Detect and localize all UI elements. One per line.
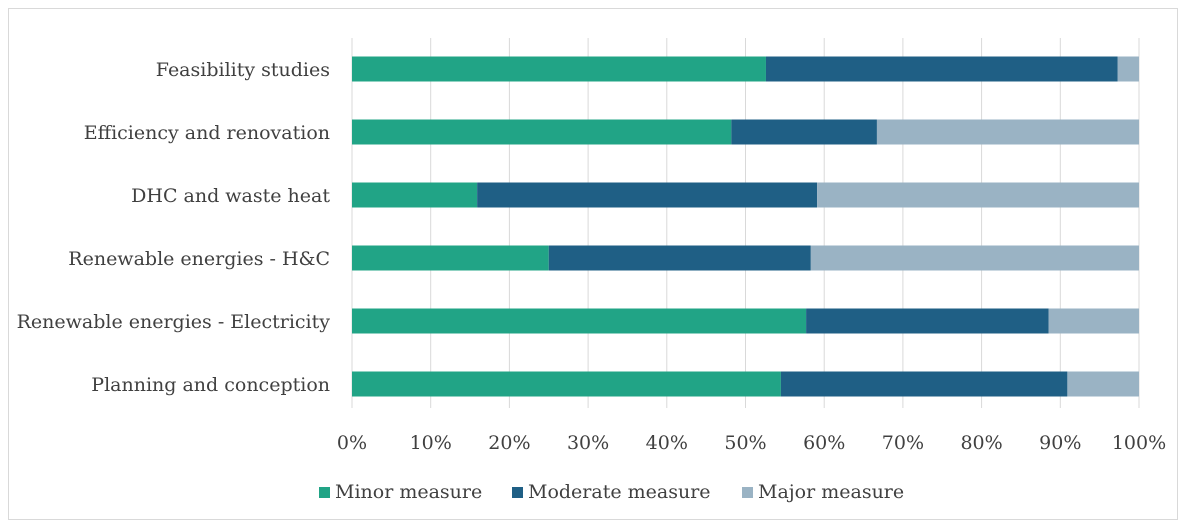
bar-segment-minor-measure [352, 245, 549, 271]
category-label: DHC and waste heat [131, 185, 330, 207]
bar-segment-minor-measure [352, 182, 478, 208]
bar-segment-moderate-measure [548, 245, 811, 271]
legend-swatch [742, 487, 753, 498]
x-tick-label: 20% [488, 432, 530, 454]
legend-swatch [512, 487, 523, 498]
x-tick-label: 30% [567, 432, 609, 454]
bar-segment-minor-measure [352, 56, 766, 82]
bar-segment-minor-measure [352, 308, 807, 334]
x-tick-label: 80% [960, 432, 1002, 454]
x-tick-label: 0% [337, 432, 367, 454]
x-tick-label: 60% [803, 432, 845, 454]
x-tick-label: 90% [1039, 432, 1081, 454]
bar-segment-major-measure [876, 119, 1139, 145]
legend: Minor measure Moderate measure Major measu… [319, 481, 904, 503]
bar-segment-moderate-measure [806, 308, 1049, 334]
x-tick-label: 100% [1112, 432, 1166, 454]
bar-segment-major-measure [1067, 371, 1139, 397]
bar-segment-moderate-measure [477, 182, 818, 208]
category-label: Planning and conception [91, 374, 330, 396]
x-tick-label: 40% [646, 432, 688, 454]
category-labels: Feasibility studies Efficiency and renova… [17, 59, 331, 396]
bar-segment-major-measure [1117, 56, 1139, 82]
category-label: Feasibility studies [156, 59, 330, 81]
bar-segment-minor-measure [352, 119, 732, 145]
legend-label: Moderate measure [528, 481, 711, 503]
x-tick-label: 50% [724, 432, 766, 454]
x-tick-labels: 0% 10% 20% 30% 40% 50% 60% 70% 80% 90% 100% [337, 432, 1166, 454]
bars [352, 56, 1139, 397]
category-label: Renewable energies - Electricity [17, 311, 331, 333]
x-tick-label: 70% [882, 432, 924, 454]
legend-swatch [319, 487, 330, 498]
legend-label: Major measure [758, 481, 904, 503]
bar-segment-minor-measure [352, 371, 781, 397]
bar-segment-moderate-measure [780, 371, 1068, 397]
category-label: Efficiency and renovation [84, 122, 330, 144]
bar-segment-major-measure [810, 245, 1139, 271]
category-label: Renewable energies - H&C [68, 248, 330, 270]
bar-segment-moderate-measure [731, 119, 877, 145]
gridlines [351, 38, 1140, 408]
bar-segment-major-measure [1048, 308, 1139, 334]
bar-segment-major-measure [817, 182, 1139, 208]
legend-label: Minor measure [335, 481, 482, 503]
bar-segment-moderate-measure [765, 56, 1118, 82]
x-tick-label: 10% [410, 432, 452, 454]
